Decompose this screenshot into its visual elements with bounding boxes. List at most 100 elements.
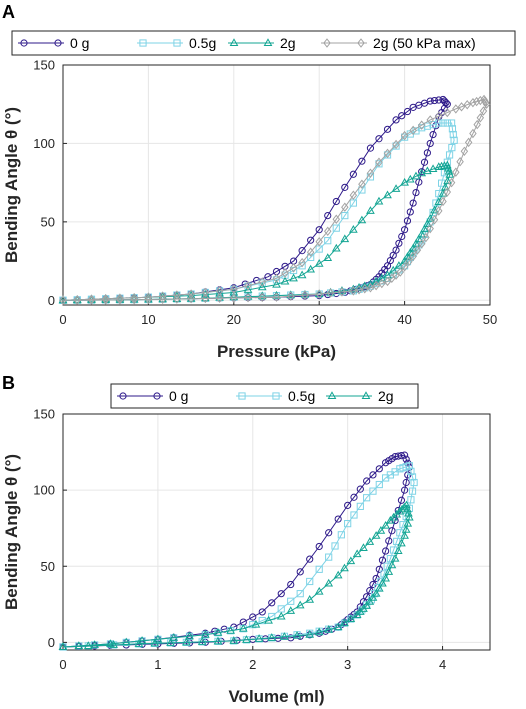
data-point	[181, 637, 191, 646]
data-point	[366, 206, 375, 214]
data-point	[397, 504, 407, 513]
data-point	[400, 130, 409, 141]
x-tick-label: 3	[344, 657, 351, 672]
x-tick-label: 4	[439, 657, 446, 672]
data-point	[434, 162, 444, 170]
data-point	[410, 478, 418, 487]
data-point	[296, 568, 304, 576]
legend-label: 0.5g	[288, 388, 315, 404]
data-point	[400, 262, 409, 272]
data-point	[422, 232, 430, 243]
data-point	[238, 623, 248, 632]
data-point	[405, 462, 413, 470]
data-point	[169, 633, 179, 641]
data-point	[369, 471, 377, 479]
data-point	[305, 595, 315, 603]
data-point	[101, 294, 110, 304]
data-point	[404, 512, 414, 521]
data-point	[315, 289, 323, 299]
data-point	[417, 229, 427, 238]
data-point	[429, 130, 437, 139]
data-point	[401, 451, 409, 459]
data-point	[392, 139, 400, 150]
data-point	[429, 121, 437, 129]
data-point	[460, 146, 469, 156]
data-point	[375, 465, 383, 473]
data-point	[366, 279, 375, 288]
data-point	[286, 606, 296, 614]
data-point	[375, 135, 383, 143]
data-point	[344, 520, 352, 528]
data-point	[331, 542, 339, 550]
data-point	[295, 600, 305, 609]
y-tick-label: 150	[33, 407, 55, 422]
data-point	[130, 292, 138, 303]
data-point	[366, 283, 375, 293]
data-point	[426, 97, 434, 105]
data-point	[324, 578, 334, 587]
data-point	[472, 96, 481, 107]
data-point	[249, 613, 257, 621]
data-point	[411, 239, 421, 247]
legend-label: 0 g	[70, 35, 89, 51]
data-point	[426, 223, 434, 234]
data-point	[428, 164, 438, 173]
data-point	[365, 537, 375, 545]
data-point	[341, 183, 349, 191]
data-point	[298, 247, 306, 255]
data-point	[447, 177, 456, 188]
data-point	[414, 234, 424, 243]
data-point	[325, 529, 333, 537]
data-point	[444, 166, 454, 175]
x-axis-label: Volume (ml)	[228, 687, 324, 706]
data-point	[338, 287, 346, 297]
data-point	[463, 100, 471, 110]
data-point	[230, 284, 238, 295]
data-point	[272, 279, 281, 288]
data-point	[333, 570, 343, 579]
data-point	[383, 190, 392, 199]
data-point	[314, 586, 324, 595]
legend-marker	[229, 38, 239, 46]
x-tick-label: 10	[141, 312, 155, 327]
data-point	[315, 542, 323, 551]
data-point	[358, 606, 366, 614]
data-point	[442, 160, 452, 169]
data-point	[172, 294, 182, 302]
data-point	[426, 115, 434, 125]
x-tick-label: 50	[483, 312, 497, 327]
data-point	[173, 290, 181, 300]
data-point	[435, 111, 443, 121]
data-point	[296, 590, 304, 598]
data-point	[476, 95, 485, 106]
data-point	[355, 607, 365, 615]
data-point	[393, 537, 401, 545]
data-point	[387, 560, 397, 569]
legend-label: 0.5g	[189, 35, 216, 51]
y-tick-label: 0	[48, 293, 55, 308]
y-tick-label: 50	[41, 214, 55, 229]
data-point	[83, 641, 93, 649]
data-point	[258, 616, 266, 625]
data-point	[350, 493, 358, 501]
data-point	[244, 280, 252, 291]
data-point	[286, 291, 295, 301]
data-point	[74, 641, 84, 649]
data-point	[469, 97, 477, 108]
data-point	[349, 199, 357, 207]
data-point	[73, 295, 81, 305]
data-point	[374, 196, 384, 205]
data-point	[158, 294, 167, 304]
data-point	[332, 214, 341, 224]
data-point	[445, 151, 454, 159]
data-point	[301, 290, 309, 300]
legend-marker	[173, 39, 181, 47]
legend-marker	[238, 392, 246, 400]
y-axis-label: Bending Angle θ (°)	[2, 454, 21, 610]
data-point	[439, 196, 447, 207]
data-point	[185, 631, 194, 640]
data-point	[116, 293, 124, 303]
data-point	[394, 261, 404, 269]
data-point	[324, 237, 332, 245]
